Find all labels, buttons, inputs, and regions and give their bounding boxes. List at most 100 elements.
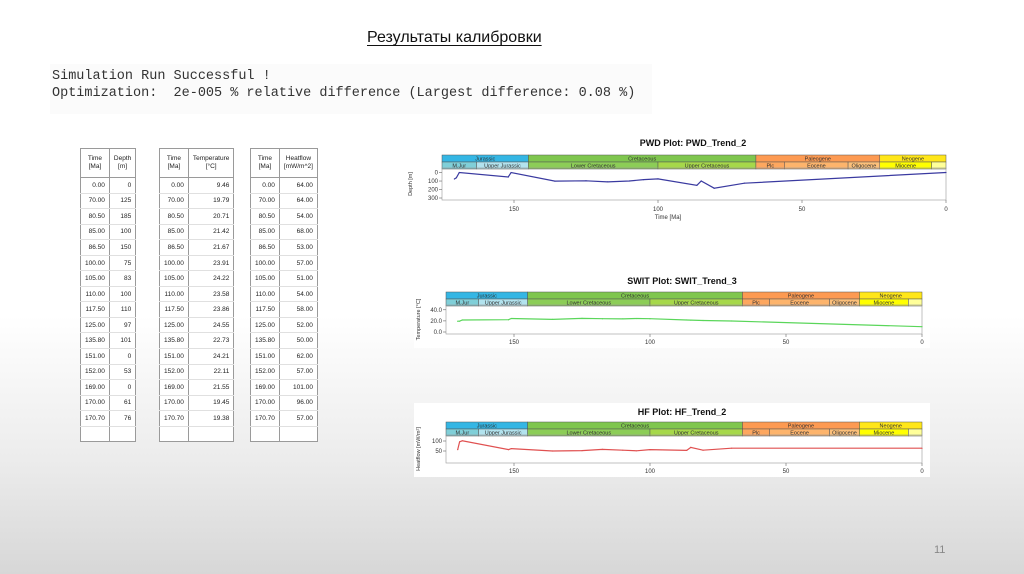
table-cell: 96.00: [278, 395, 318, 412]
table-row: 125.00 52.00: [250, 317, 318, 334]
plot-title: SWIT Plot: SWIT_Trend_3: [627, 276, 737, 286]
table-cell: 75: [108, 255, 137, 272]
table-row: 86.50 21.67: [159, 239, 235, 256]
data-point: [702, 319, 704, 322]
table-cell: 125.00: [159, 317, 189, 334]
epoch-label: Miocene: [895, 164, 916, 170]
y-axis-label: Temperature [°C]: [416, 298, 422, 340]
table-row: 0.00 0: [80, 177, 137, 194]
data-point: [686, 319, 688, 321]
epoch-label: Upper Jurassic: [485, 301, 522, 307]
table-cell: 110.00: [80, 286, 110, 303]
series-line: [454, 171, 947, 189]
epoch-label: Upper Cretaceous: [685, 164, 730, 170]
data-point: [458, 171, 460, 174]
table-row: 117.50 23.86: [159, 301, 235, 318]
table-cell: 170.00: [80, 395, 110, 412]
table-row: 151.00 0: [80, 348, 137, 365]
data-point: [743, 182, 745, 184]
table-cell: 185: [108, 208, 137, 225]
epoch-label: M.Jur: [455, 431, 469, 437]
table-header: Time [Ma]: [159, 148, 189, 178]
epoch-label: Miocene: [874, 431, 895, 437]
pwd-plot-canvas: PWD Plot: PWD_Trend_2 Jurassic Cretaceous P…: [408, 138, 948, 221]
data-point: [643, 178, 645, 181]
table-cell: 169.00: [80, 379, 110, 396]
table-cell: 151.00: [250, 348, 280, 365]
x-tick-label: 100: [645, 340, 656, 346]
table-row: 0.00 9.46: [159, 177, 235, 194]
period-label: Neogene: [880, 424, 902, 430]
table-cell: 53.00: [278, 239, 318, 256]
x-tick-label: 0: [920, 469, 924, 475]
table-cell: 151.00: [159, 348, 189, 365]
simulation-log: Simulation Run Successful ! Optimization…: [50, 64, 652, 114]
page-number: 11: [934, 544, 946, 556]
table-cell: 170.70: [159, 410, 189, 427]
table-cell: 152.00: [250, 364, 280, 381]
epoch-label: M.Jur: [452, 164, 466, 170]
plot-title: PWD Plot: PWD_Trend_2: [640, 138, 747, 148]
table-cell: 170.70: [80, 410, 110, 427]
x-tick-label: 150: [509, 340, 520, 346]
data-point: [552, 450, 554, 452]
table-cell: 117.50: [250, 301, 280, 318]
table-cell: 70.00: [80, 193, 110, 210]
y-tick-label: 100: [432, 439, 443, 445]
table-row: 170.00 61: [80, 395, 137, 412]
table-cell: 105.00: [250, 270, 280, 287]
table-cell: 170.00: [250, 395, 280, 412]
table-row: 86.50 53.00: [250, 239, 318, 256]
table-cell: 83: [108, 270, 137, 287]
data-point: [635, 317, 637, 320]
table-cell: 100.00: [80, 255, 110, 272]
pwd-plot: PWD Plot: PWD_Trend_2 Jurassic Cretaceous P…: [406, 130, 960, 222]
table-row: 169.00 0: [80, 379, 137, 396]
data-point: [635, 450, 637, 452]
table-row: 70.00 125: [80, 193, 137, 210]
y-axis-label: Heatflow [mW/m²]: [416, 427, 422, 471]
period-label: Paleogene: [788, 424, 814, 430]
table-cell: 101: [108, 332, 137, 350]
table-row: [250, 426, 318, 442]
x-tick-label: 50: [783, 469, 790, 475]
epoch-label: Eocene: [790, 431, 809, 437]
data-point: [731, 447, 733, 449]
y-tick-label: 200: [428, 188, 439, 194]
table-cell: 52.00: [278, 317, 318, 334]
table-row: 117.50 58.00: [250, 301, 318, 318]
hf-plot: HF Plot: HF_Trend_2 Jurassic Cretaceous Pal…: [414, 403, 930, 477]
table-cell: 21.67: [187, 239, 235, 256]
table-cell: 151.00: [80, 348, 110, 365]
table-row: 110.00 23.58: [159, 286, 235, 303]
data-point: [713, 187, 715, 189]
data-point: [921, 326, 923, 328]
epoch-label: Upper Jurassic: [485, 431, 522, 437]
period-label: Cretaceous: [621, 424, 649, 430]
table-header: Heatflow [mW/m^2]: [278, 148, 318, 178]
log-line-optimization: Optimization: 2e-005 % relative differen…: [52, 86, 636, 101]
table-cell: 23.58: [187, 286, 235, 303]
table-row: 117.50 110: [80, 301, 137, 318]
data-point: [945, 171, 947, 174]
table-cell: 9.46: [187, 177, 235, 194]
epoch-label: Upper Cretaceous: [674, 431, 719, 437]
plot-title: HF Plot: HF_Trend_2: [638, 407, 727, 417]
table-cell: 19.38: [187, 410, 235, 427]
table-cell: 58.00: [278, 301, 318, 318]
data-point: [702, 449, 704, 451]
table-cell: 85.00: [159, 224, 189, 241]
epoch-label: Plc: [752, 431, 760, 437]
table-cell: 86.50: [80, 239, 110, 256]
data-point: [581, 450, 583, 452]
table-cell: 110.00: [250, 286, 280, 303]
table-cell: 0: [108, 348, 137, 365]
table-cell: 152.00: [159, 364, 189, 381]
epoch-label: Miocene: [874, 301, 895, 307]
hf-plot-canvas: HF Plot: HF_Trend_2 Jurassic Cretaceous Pal…: [416, 407, 924, 475]
period-label: Jurassic: [477, 294, 497, 300]
y-tick-label: 40.0: [430, 308, 442, 314]
x-tick-label: 50: [799, 207, 806, 213]
table-cell: 105.00: [159, 270, 189, 287]
table-cell: 0: [108, 379, 137, 396]
